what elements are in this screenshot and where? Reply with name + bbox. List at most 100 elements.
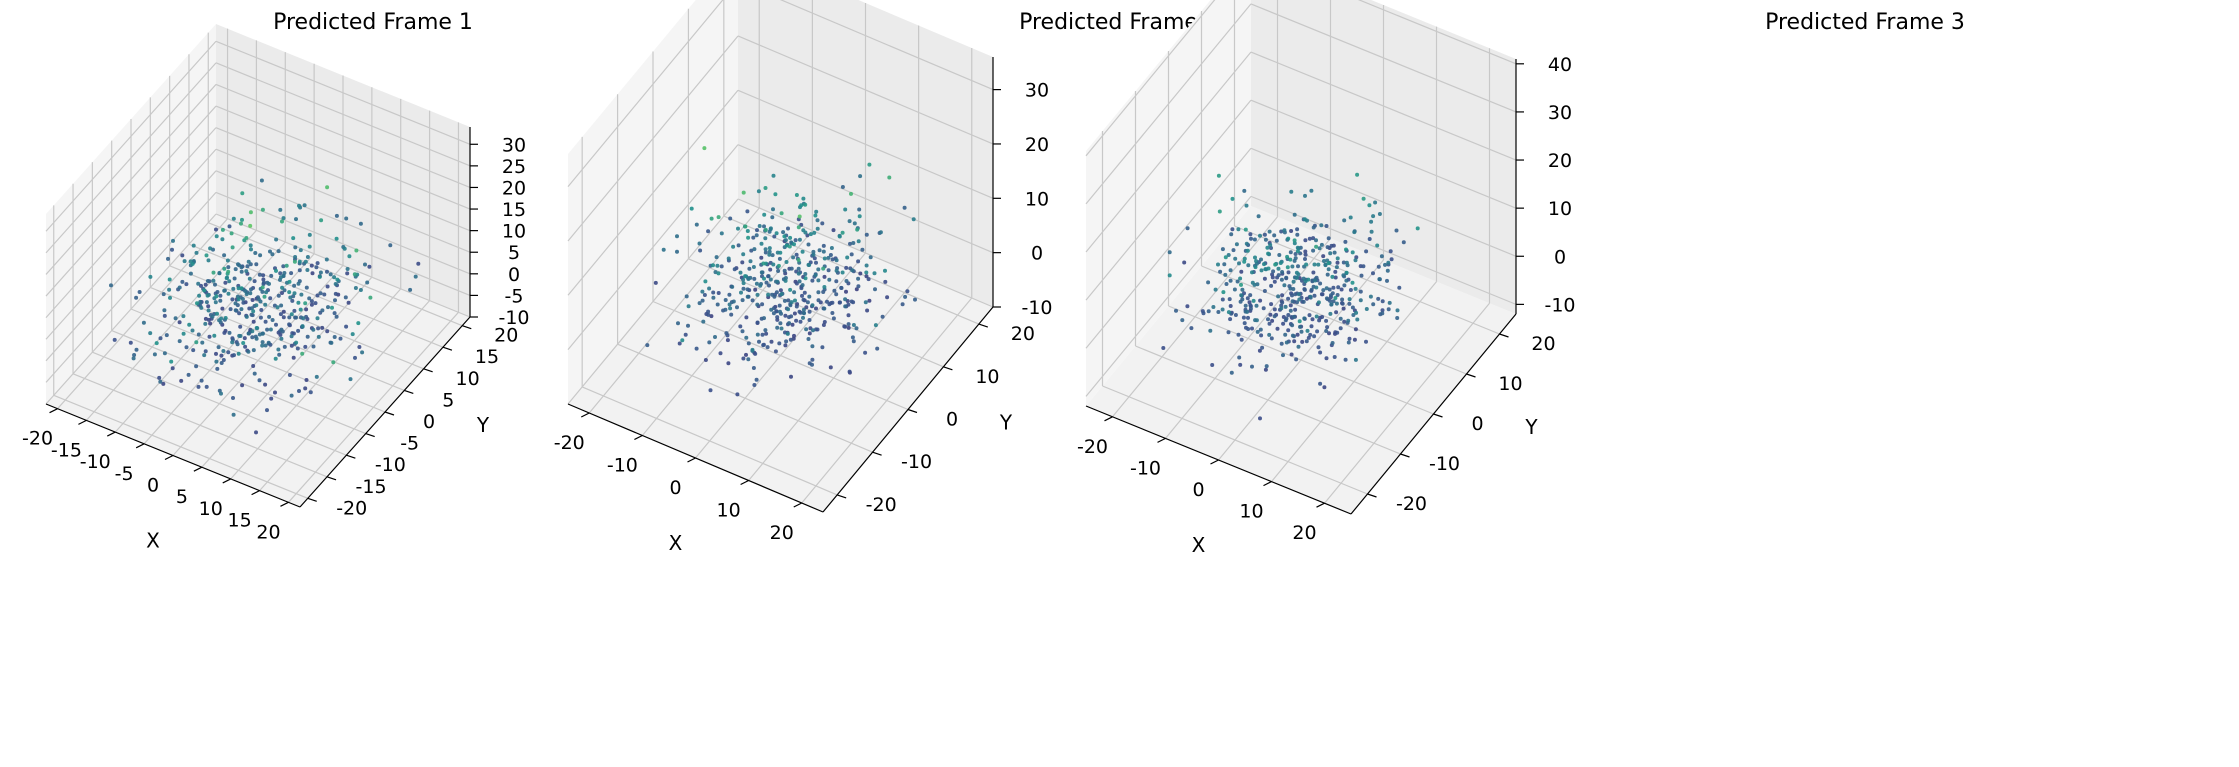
data-point (1280, 300, 1285, 305)
data-point (236, 286, 241, 291)
data-point (363, 262, 367, 267)
data-point (214, 359, 219, 364)
data-point (1327, 287, 1332, 292)
data-point (1230, 227, 1235, 232)
data-point (883, 279, 888, 284)
data-point (289, 343, 294, 348)
data-point (1250, 364, 1254, 369)
data-point (1376, 264, 1381, 269)
data-point (1286, 270, 1291, 275)
data-point (1246, 315, 1250, 320)
data-point (1289, 189, 1294, 194)
data-point (203, 321, 208, 326)
data-point (332, 275, 337, 280)
data-point (1309, 287, 1314, 292)
data-point (251, 364, 256, 368)
data-point (315, 261, 320, 266)
data-point (786, 226, 790, 231)
data-point (770, 292, 775, 297)
data-point (748, 259, 753, 264)
data-point (773, 192, 778, 197)
data-point (749, 248, 754, 253)
data-point (224, 276, 229, 281)
data-point (1239, 282, 1243, 287)
data-point (731, 244, 736, 249)
data-point (779, 292, 784, 297)
data-point (344, 324, 349, 329)
data-point (1228, 304, 1233, 308)
data-point (1314, 244, 1319, 249)
data-point (839, 285, 844, 290)
data-point (1268, 312, 1273, 317)
data-point (698, 248, 703, 253)
data-point (719, 231, 724, 236)
data-point (132, 353, 137, 357)
data-point (1293, 252, 1298, 256)
data-point (342, 246, 347, 251)
data-point (1220, 297, 1225, 302)
data-point (313, 301, 318, 306)
data-point (825, 299, 829, 304)
data-point (1295, 275, 1299, 280)
data-point (1226, 253, 1231, 257)
data-point (212, 333, 217, 338)
data-point (199, 378, 204, 383)
data-point (757, 339, 761, 344)
grid-line-y-floor (1135, 345, 1401, 455)
data-point (1368, 294, 1373, 299)
data-point (1276, 273, 1281, 278)
z-tick-label: 20 (1548, 150, 1572, 172)
data-point (1344, 260, 1349, 265)
data-point (1285, 265, 1290, 270)
data-point (278, 275, 283, 280)
data-point (1321, 288, 1326, 293)
data-point (1254, 303, 1259, 308)
data-point (744, 335, 749, 340)
data-point (785, 331, 790, 336)
data-point (1375, 243, 1380, 248)
data-point (754, 281, 759, 286)
data-point (182, 259, 187, 264)
data-point (759, 241, 764, 246)
data-point (826, 268, 831, 273)
data-point (707, 286, 712, 291)
data-point (1264, 364, 1269, 369)
data-point (740, 298, 745, 303)
data-point (1259, 333, 1264, 338)
data-point (761, 261, 766, 266)
data-point (365, 280, 370, 285)
data-point (764, 331, 769, 336)
data-point (258, 253, 263, 258)
data-point (856, 284, 861, 289)
data-point (796, 266, 801, 271)
data-point (709, 216, 714, 221)
y-tick-label: 0 (1471, 413, 1483, 435)
data-point (774, 231, 779, 236)
x-tick-mark (49, 408, 58, 414)
data-point (296, 300, 301, 305)
data-point (1329, 293, 1333, 298)
data-point (310, 271, 315, 276)
data-point (314, 265, 319, 270)
data-point (304, 378, 309, 382)
grid-line-z-left (45, 40, 217, 232)
data-point (1230, 196, 1235, 201)
data-point (291, 355, 296, 360)
data-point (771, 311, 776, 316)
data-point (239, 307, 244, 312)
x-tick-mark (1210, 459, 1219, 465)
data-point (222, 266, 227, 271)
data-point (1343, 357, 1348, 362)
data-point (1367, 237, 1372, 241)
data-point (1290, 299, 1295, 304)
data-point (834, 268, 839, 273)
data-point (1325, 325, 1330, 330)
data-point (1292, 212, 1297, 217)
data-point (1314, 238, 1318, 243)
data-point (1269, 336, 1274, 341)
data-point (211, 270, 216, 275)
data-point (221, 349, 226, 353)
data-point (801, 315, 805, 320)
data-point (1304, 296, 1309, 301)
data-point (1322, 259, 1326, 263)
